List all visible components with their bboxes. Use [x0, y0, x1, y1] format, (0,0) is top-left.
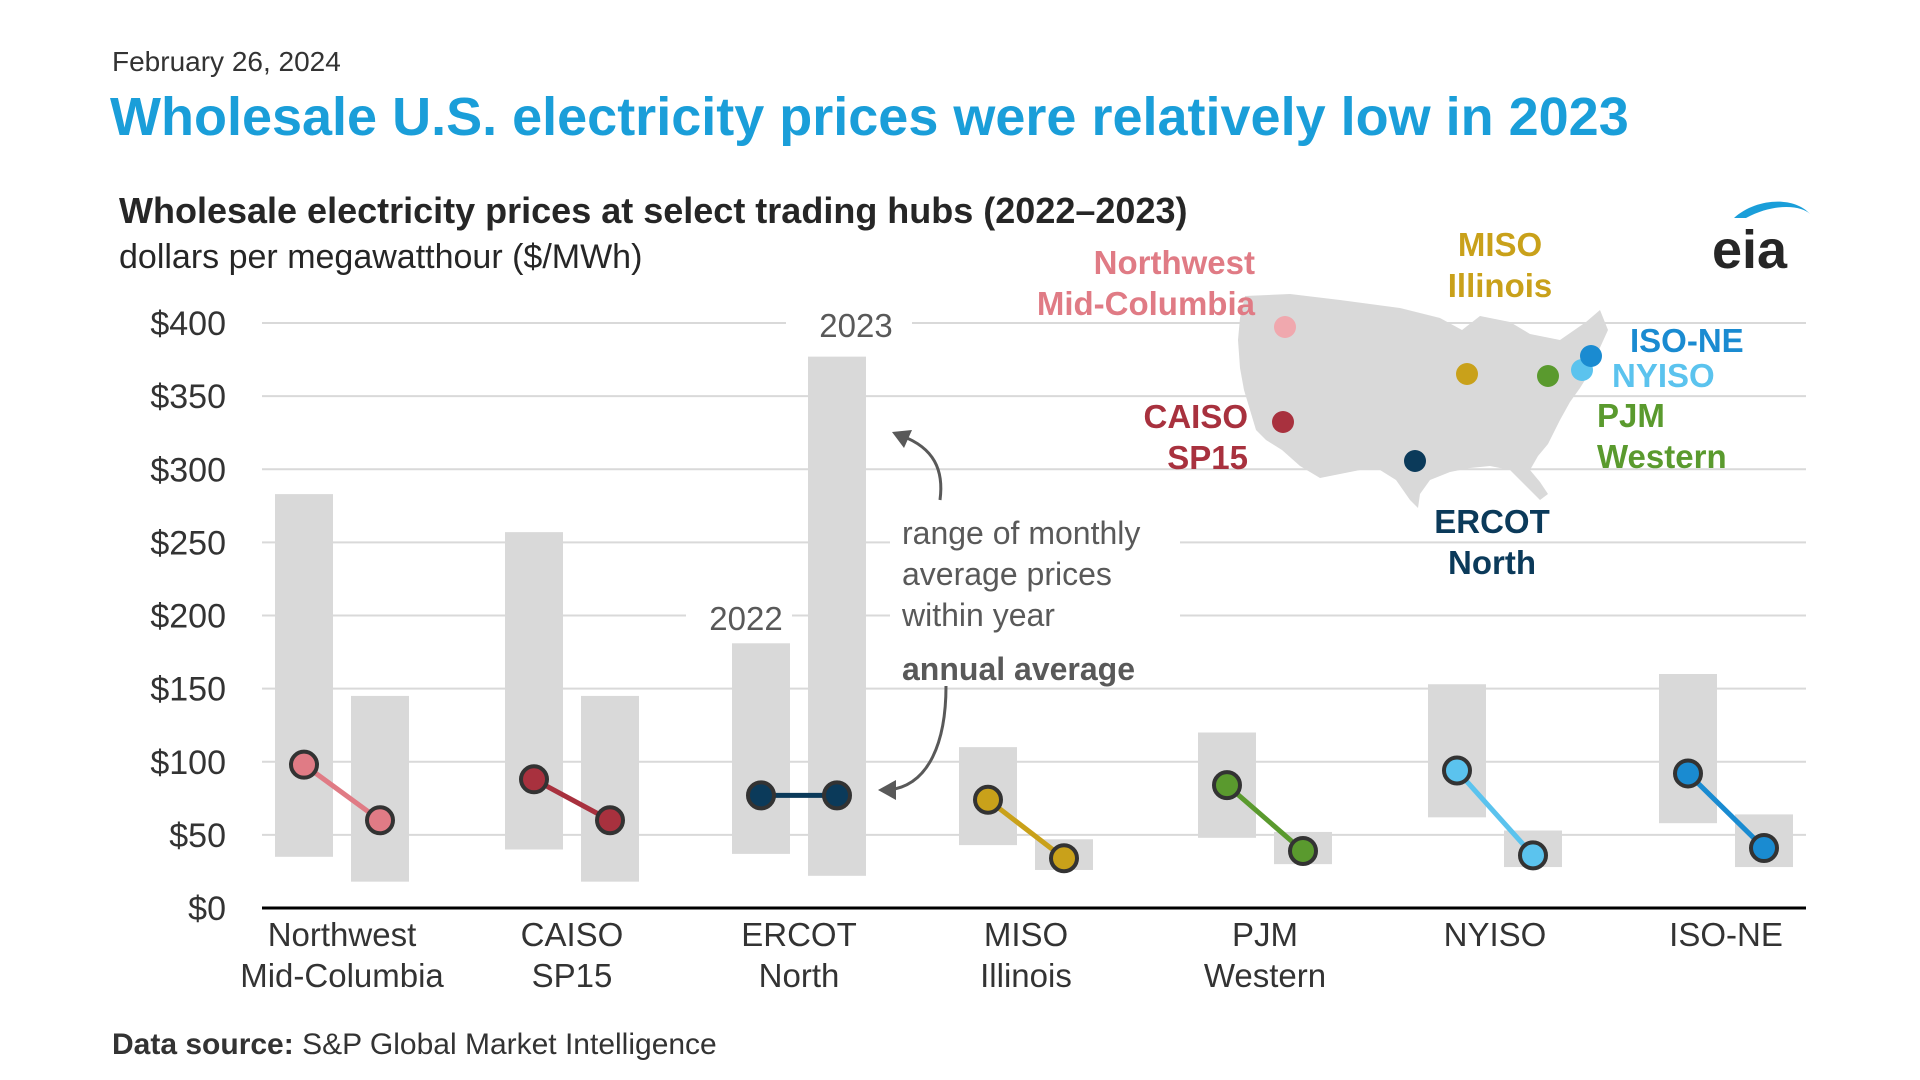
avg-line-4	[1225, 783, 1305, 853]
arrow-to-range	[901, 434, 943, 501]
avg-line-3	[986, 797, 1066, 861]
range-note-line-0: range of monthly	[902, 515, 1140, 551]
avg-dot-2023-4	[1288, 835, 1318, 866]
avg-dot-2022-3	[973, 784, 1003, 815]
avg-dot-2022-0	[289, 749, 319, 780]
headline: Wholesale U.S. electricity prices were r…	[110, 87, 1629, 147]
avg-dot-2023-2	[822, 780, 852, 811]
y-tick-label-100: $100	[150, 744, 226, 782]
y-tick-label-350: $350	[150, 378, 226, 416]
eia-logo: eia	[1712, 201, 1810, 276]
map-dot-4	[1537, 365, 1559, 387]
y-tick-label-300: $300	[150, 451, 226, 489]
data-source-text: S&P Global Market Intelligence	[302, 1028, 717, 1061]
x-label-4-line-1: Western	[1204, 957, 1326, 994]
avg-dot-2023-5	[1518, 840, 1548, 871]
range-note-bg	[890, 508, 1180, 636]
map-dot-0	[1274, 316, 1296, 338]
grid-layer: $0 $50 $100 $150 $200 $250 $300 $350 $400	[150, 305, 1806, 928]
us-map-shape	[1238, 294, 1608, 508]
eia-logo-text: eia	[1712, 220, 1788, 276]
avg-dot-2023-1	[595, 805, 625, 836]
range-bar-2023-0	[351, 695, 409, 882]
range-note-line-1: average prices	[902, 556, 1112, 592]
map-label-1-line-0: MISO	[1458, 226, 1542, 263]
year-2023-label-bg	[786, 303, 912, 345]
annotations-layer: 2022 2023 range of monthly average prices wi…	[686, 303, 1180, 800]
arrow-to-average-head	[878, 780, 896, 800]
range-bar-2022-1	[505, 532, 563, 850]
range-bar-2023-1	[581, 695, 639, 882]
y-tick-label-0: $0	[188, 890, 226, 928]
avg-line-6	[1686, 771, 1766, 850]
map-dot-6	[1580, 345, 1602, 367]
y-tick-label-400: $400	[150, 305, 226, 343]
eia-swoosh-icon	[1734, 201, 1810, 218]
arrow-to-range-head	[892, 430, 912, 448]
map-dot-1	[1272, 411, 1294, 433]
range-bar-2022-2	[732, 643, 790, 854]
y-tick-label-250: $250	[150, 524, 226, 562]
year-2022-label: 2022	[709, 600, 782, 637]
map-label-5-line-0: CAISO	[1143, 398, 1248, 435]
map-label-0-line-0: Northwest	[1094, 244, 1255, 281]
map-label-5-line-1: SP15	[1167, 439, 1248, 476]
avg-line-5	[1455, 768, 1535, 858]
year-2023-label: 2023	[819, 307, 892, 344]
chart-subtitle: dollars per megawatthour ($/MWh)	[119, 238, 642, 276]
y-tick-label-50: $50	[169, 817, 226, 855]
x-label-0-line-1: Mid-Columbia	[240, 957, 444, 994]
data-source-label: Data source:	[112, 1028, 294, 1061]
map-label-6-line-1: North	[1448, 544, 1536, 581]
y-tick-label-150: $150	[150, 671, 226, 709]
map-label-0-line-1: Mid-Columbia	[1037, 285, 1256, 322]
x-label-0-line-0: Northwest	[268, 916, 417, 953]
y-tick-label-200: $200	[150, 598, 226, 636]
avg-dot-2022-6	[1673, 758, 1703, 789]
range-bar-2022-6	[1659, 674, 1717, 824]
us-map: NorthwestMid-ColumbiaMISOIllinoisISO-NEN…	[1037, 226, 1744, 581]
range-note-line-2: within year	[901, 597, 1055, 633]
avg-dot-2022-4	[1212, 770, 1242, 801]
map-label-1-line-1: Illinois	[1448, 267, 1553, 304]
map-dot-2	[1404, 450, 1426, 472]
avg-dot-2022-1	[519, 764, 549, 795]
arrow-to-average	[887, 685, 948, 792]
map-dot-3	[1456, 363, 1478, 385]
x-label-4-line-0: PJM	[1232, 916, 1298, 953]
x-label-1-line-1: SP15	[532, 957, 613, 994]
data-source: Data source: S&P Global Market Intellige…	[112, 1028, 717, 1062]
map-label-3-line-0: NYISO	[1612, 357, 1715, 394]
avg-dot-2023-0	[365, 805, 395, 836]
dumbbells-layer	[289, 749, 1779, 874]
avg-dot-2023-6	[1749, 833, 1779, 864]
avg-dot-2023-3	[1049, 843, 1079, 874]
avg-dot-2022-5	[1442, 755, 1472, 786]
year-2022-label-bg	[686, 596, 792, 638]
x-label-2-line-0: ERCOT	[741, 916, 857, 953]
x-label-2-line-1: North	[759, 957, 840, 994]
x-label-3-line-1: Illinois	[980, 957, 1072, 994]
map-label-4-line-0: PJM	[1597, 397, 1665, 434]
map-label-2-line-0: ISO-NE	[1630, 322, 1744, 359]
map-label-4-line-1: Western	[1597, 438, 1727, 475]
x-axis-labels-layer: Northwest Mid-Columbia CAISO SP15 ERCOT North…	[240, 916, 1783, 994]
range-bar-2022-5	[1428, 684, 1486, 818]
x-label-3-line-0: MISO	[984, 916, 1068, 953]
x-label-5-line-0: NYISO	[1444, 916, 1547, 953]
x-label-6-line-0: ISO-NE	[1669, 916, 1783, 953]
avg-dot-2022-2	[746, 780, 776, 811]
map-label-6-line-0: ERCOT	[1434, 503, 1550, 540]
range-bar-2022-0	[275, 494, 333, 857]
x-label-1-line-0: CAISO	[521, 916, 624, 953]
publication-date: February 26, 2024	[112, 46, 341, 77]
annual-average-label: annual average	[902, 651, 1135, 687]
avg-line-0	[302, 762, 382, 823]
chart-title: Wholesale electricity prices at select t…	[119, 190, 1187, 231]
